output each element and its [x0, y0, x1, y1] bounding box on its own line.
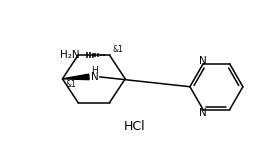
Polygon shape — [62, 74, 89, 80]
Text: H₂N: H₂N — [60, 50, 80, 60]
Text: H: H — [92, 66, 98, 75]
Text: HCl: HCl — [124, 120, 146, 133]
Text: &1: &1 — [65, 80, 76, 89]
Text: N: N — [199, 108, 207, 118]
Text: &1: &1 — [112, 45, 123, 54]
Text: N: N — [199, 56, 207, 66]
Text: N: N — [91, 72, 99, 82]
